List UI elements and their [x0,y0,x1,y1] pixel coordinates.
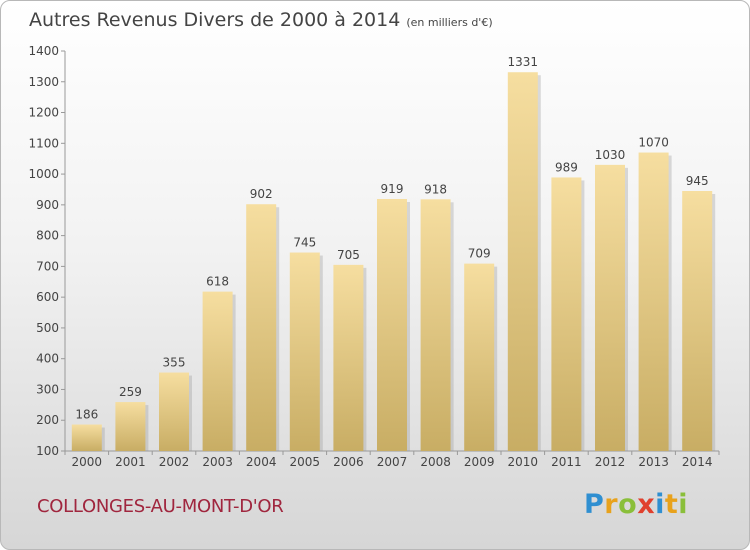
logo-letter: t [664,489,679,520]
x-tick-label: 2002 [159,455,190,469]
data-label: 745 [293,236,316,250]
data-label: 618 [206,275,229,289]
data-label: 1070 [638,136,669,150]
y-tick-label: 600 [36,290,59,304]
bar [115,402,146,451]
logo-letter: i [678,489,689,520]
bar-series [71,72,716,452]
data-label: 989 [555,160,578,174]
data-label: 1030 [595,148,626,162]
data-label: 705 [337,248,360,262]
y-tick-label: 1000 [28,167,59,181]
bar [246,204,277,451]
logo-letter: P [584,489,605,520]
x-tick-label: 2003 [202,455,233,469]
y-tick-label: 300 [36,382,59,396]
bar [289,252,320,451]
y-tick-label: 500 [36,321,59,335]
logo-letter: x [637,489,656,520]
data-label: 355 [163,356,186,370]
y-tick-label: 1200 [28,106,59,120]
x-tick-label: 2009 [464,455,495,469]
data-label: 709 [468,247,491,261]
y-tick-label: 200 [36,413,59,427]
logo-letter: o [618,489,638,520]
data-label: 919 [381,182,404,196]
x-tick-label: 2004 [246,455,277,469]
y-tick-label: 1300 [28,75,59,89]
bar [507,72,538,451]
y-tick-label: 1400 [28,44,59,58]
data-label: 1331 [508,55,539,69]
bar [682,191,713,451]
data-label: 945 [686,174,709,188]
data-label: 918 [424,182,447,196]
bar [420,199,451,451]
bar [202,291,233,451]
bar [464,263,495,451]
data-labels: 186 259 355 618 902 745 705 919 918 709 1331 989 103… [75,55,708,421]
y-tick-label: 400 [36,352,59,366]
y-tick-label: 900 [36,198,59,212]
x-tick-label: 2012 [595,455,626,469]
x-tick-label: 2001 [115,455,146,469]
bar [551,177,582,451]
x-tick-label: 2011 [551,455,582,469]
x-tick-label: 2010 [508,455,539,469]
logo-letter: i [655,489,665,520]
y-tick-label: 1100 [28,136,59,150]
proxiti-logo[interactable]: Proxiti [584,489,688,520]
x-tick-label: 2014 [682,455,713,469]
bar [638,152,669,452]
data-label: 186 [75,408,98,422]
x-tick-label: 2006 [333,455,364,469]
bar [377,199,407,451]
data-label: 902 [250,187,273,201]
data-label: 259 [119,385,142,399]
x-tick-label: 2013 [638,455,669,469]
x-tick-label: 2008 [420,455,451,469]
y-tick-label: 700 [36,259,59,273]
x-tick-label: 2005 [290,455,321,469]
x-axis: 2000 2001 2002 2003 2004 2005 2006 2007 2008 2009… [64,450,720,469]
logo-letter: r [604,489,619,520]
bar [333,264,364,451]
bar [159,372,189,451]
chart-subtitle: (en milliers d'€) [406,16,493,29]
y-tick-label: 100 [36,444,59,458]
chart-title: Autres Revenus Divers de 2000 à 2014 (en … [29,9,493,31]
chart-title-text: Autres Revenus Divers de 2000 à 2014 [29,9,401,31]
bar [71,424,102,451]
y-tick-label: 800 [36,229,59,243]
x-tick-label: 2000 [72,455,103,469]
x-tick-label: 2007 [377,455,408,469]
y-axis: 100 200 300 400 500 600 700 800 900 1000 1100 1200 1… [28,44,66,458]
bar [595,164,625,451]
location-name: COLLONGES-AU-MONT-D'OR [37,496,284,517]
